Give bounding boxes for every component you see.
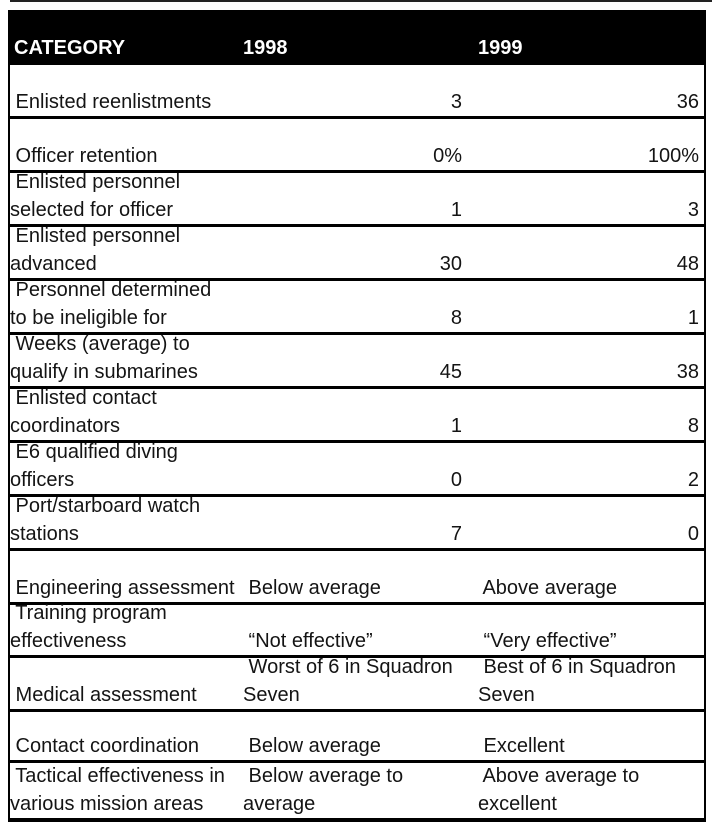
value-1999-cell: 100% — [647, 145, 699, 167]
table-header-row: CATEGORY 1998 1999 — [10, 10, 704, 65]
table-row: Engineering assessment Below average Abo… — [10, 551, 704, 605]
table-row: Personnel determined to be ineligible fo… — [10, 279, 704, 335]
table-row: Enlisted reenlistments 3 36 — [10, 65, 704, 119]
table-row: Enlisted personnel selected for officer 1… — [10, 171, 704, 227]
value-1999-cell: 8 — [687, 415, 699, 437]
category-cell: Enlisted reenlistments — [10, 91, 212, 113]
comparison-table: CATEGORY 1998 1999 Enlisted reenlistment… — [8, 10, 706, 822]
table-rows: Enlisted reenlistments 3 36 Officer retent… — [10, 65, 704, 822]
value-1998-cell: 45 — [439, 361, 462, 383]
value-1999-cell: Above average — [478, 577, 617, 599]
value-1999-cell: 2 — [687, 469, 699, 491]
table-row: Enlisted personnel advanced 30 48 — [10, 225, 704, 281]
value-1999-cell: “Very effective” — [478, 630, 617, 652]
header-1998: 1998 — [243, 37, 288, 59]
value-1999-cell: 48 — [676, 253, 699, 275]
table-row: Medical assessment Worst of 6 in Squadro… — [10, 656, 704, 712]
header-1999: 1999 — [478, 37, 523, 59]
category-cell: Enlisted personnel advanced — [10, 225, 181, 275]
category-cell: E6 qualified diving officers — [10, 441, 178, 491]
value-1998-cell: 0 — [450, 469, 462, 491]
category-cell: Enlisted personnel selected for officer — [10, 171, 181, 221]
value-1998-cell: 30 — [439, 253, 462, 275]
table-row: Port/starboard watch stations 7 0 — [10, 495, 704, 551]
table-row: Officer retention 0% 100% — [10, 119, 704, 173]
header-category: CATEGORY — [14, 37, 126, 59]
value-1999-cell: 38 — [676, 361, 699, 383]
category-cell: Contact coordination — [10, 735, 200, 757]
value-1998-cell: Worst of 6 in Squadron Seven — [243, 656, 453, 706]
category-cell: Port/starboard watch stations — [10, 495, 201, 545]
table-row: E6 qualified diving officers 0 2 — [10, 441, 704, 497]
top-rule — [10, 0, 712, 2]
value-1998-cell: 0% — [433, 145, 462, 167]
table-row: Enlisted contact coordinators 1 8 — [10, 387, 704, 443]
category-cell: Engineering assessment — [10, 577, 235, 599]
value-1998-cell: Below average — [243, 577, 381, 599]
table-row: Tactical effectiveness in various missio… — [10, 763, 704, 822]
value-1998-cell: 3 — [450, 91, 462, 113]
value-1999-cell: Excellent — [478, 735, 565, 757]
category-cell: Officer retention — [10, 145, 158, 167]
value-1998-cell: Below average to average — [243, 765, 404, 815]
table-row: Contact coordination Below average Excel… — [10, 712, 704, 763]
value-1998-cell: Below average — [243, 735, 381, 757]
value-1999-cell: Above average to excellent — [478, 765, 640, 815]
category-cell: Training program effectiveness — [10, 602, 167, 652]
value-1998-cell: 8 — [450, 307, 462, 329]
category-cell: Weeks (average) to qualify in submarines — [10, 333, 198, 383]
value-1998-cell: 1 — [450, 199, 462, 221]
value-1999-cell: 0 — [687, 523, 699, 545]
value-1998-cell: 7 — [450, 523, 462, 545]
table-row: Training program effectiveness “Not effe… — [10, 602, 704, 658]
category-cell: Enlisted contact coordinators — [10, 387, 157, 437]
table-row: Weeks (average) to qualify in submarines… — [10, 333, 704, 389]
value-1999-cell: Best of 6 in Squadron Seven — [478, 656, 676, 706]
value-1999-cell: 3 — [687, 199, 699, 221]
value-1999-cell: 36 — [676, 91, 699, 113]
category-cell: Personnel determined to be ineligible fo… — [10, 279, 212, 329]
value-1999-cell: 1 — [687, 307, 699, 329]
value-1998-cell: 1 — [450, 415, 462, 437]
value-1998-cell: “Not effective” — [243, 630, 373, 652]
category-cell: Tactical effectiveness in various missio… — [10, 765, 225, 815]
category-cell: Medical assessment — [10, 684, 197, 706]
